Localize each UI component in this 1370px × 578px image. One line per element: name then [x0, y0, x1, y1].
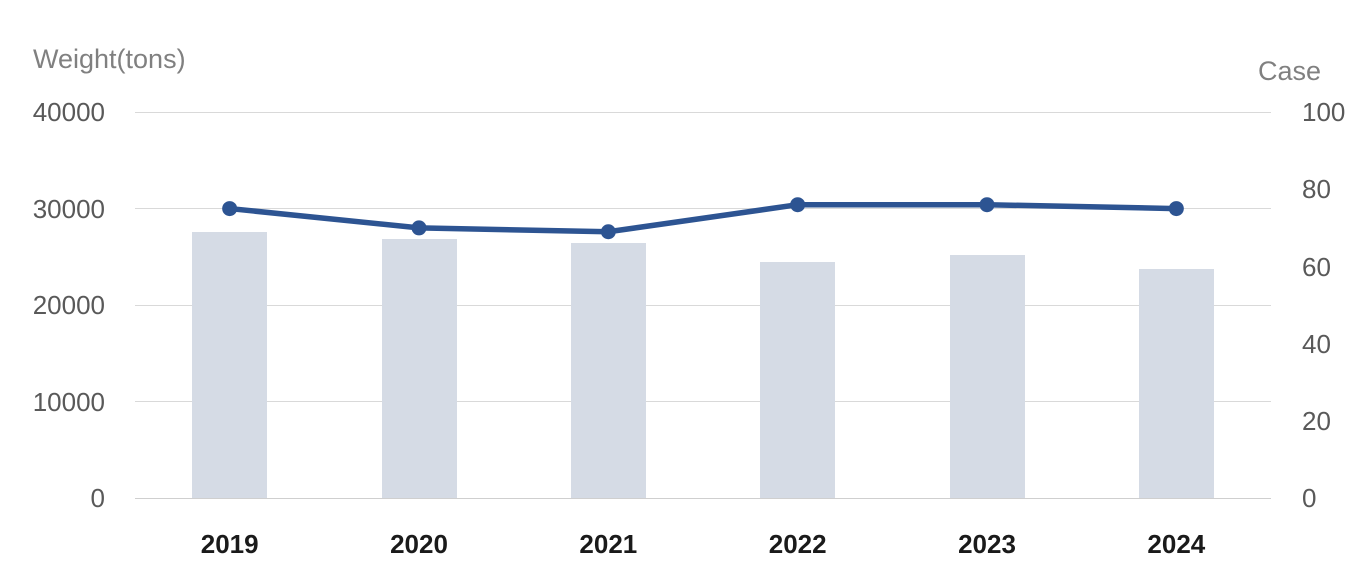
bar: [381, 238, 457, 499]
right-axis-tick-label: 60: [1302, 251, 1331, 282]
bar: [949, 254, 1025, 499]
left-axis-tick-label: 40000: [32, 97, 105, 127]
gridline: [135, 497, 1271, 500]
x-axis-tick-label: 2024: [1147, 529, 1206, 559]
gridline: [135, 208, 1271, 210]
gridline: [135, 304, 1271, 306]
right-axis-tick-label: 80: [1302, 174, 1331, 205]
right-axis-tick-label: 20: [1302, 406, 1331, 437]
case-data-point: [222, 201, 238, 217]
bar: [570, 243, 646, 499]
left-axis-tick-label: 10000: [32, 386, 105, 417]
x-axis-tick-label: 2021: [579, 529, 638, 559]
right-axis-title: Case: [1258, 56, 1322, 86]
left-axis-tick-label: 0: [90, 483, 105, 514]
bar: [760, 261, 836, 499]
left-axis-tick-label: 30000: [32, 193, 105, 224]
x-axis-tick-label: 2023: [958, 529, 1016, 559]
case-line: [226, 201, 1180, 235]
bar: [192, 231, 268, 499]
right-axis-tick-label: 40: [1302, 328, 1331, 359]
bar: [1138, 269, 1214, 499]
case-data-point: [600, 224, 616, 240]
x-axis-tick-label: 2022: [768, 529, 827, 559]
gridline: [135, 401, 1271, 403]
case-data-point: [790, 197, 806, 213]
right-axis-tick-label: 100: [1302, 97, 1346, 127]
left-axis-tick-label: 20000: [32, 290, 105, 321]
case-data-point: [1168, 201, 1184, 217]
case-data-point: [979, 197, 995, 213]
x-axis-tick-label: 2019: [200, 529, 259, 559]
x-axis-tick-label: 2020: [390, 529, 448, 559]
case-data-point: [411, 220, 427, 236]
left-axis-title: Weight(tons): [33, 44, 186, 74]
right-axis-tick-label: 0: [1302, 483, 1317, 514]
gridline: [135, 111, 1271, 113]
